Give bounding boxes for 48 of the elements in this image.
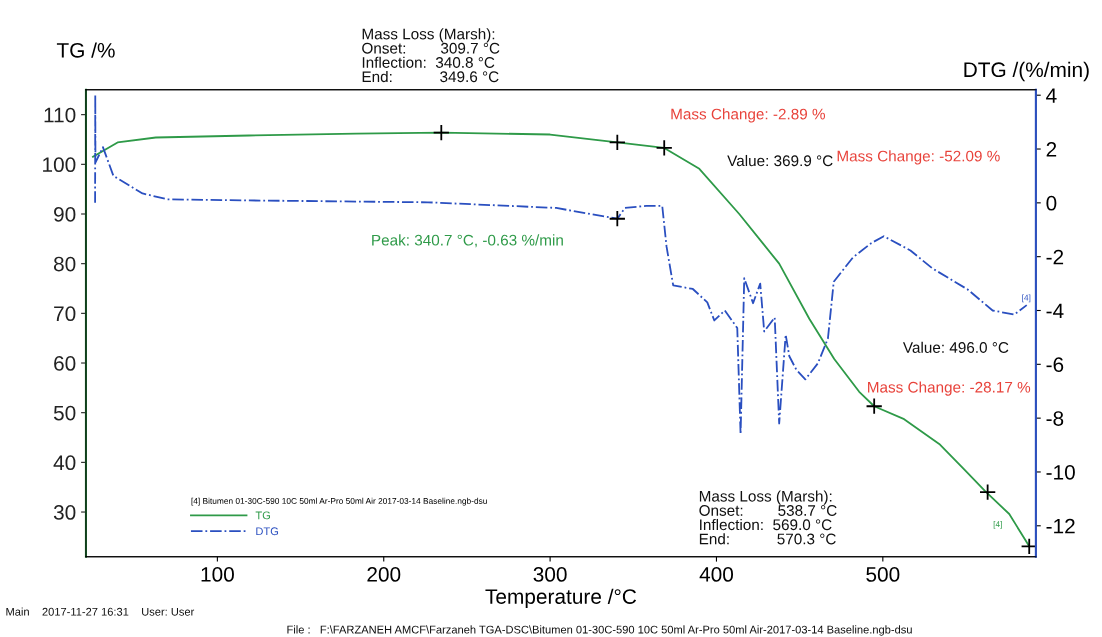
y-tick-label: 80	[53, 256, 76, 272]
y2-tick-label: -8	[1046, 411, 1064, 426]
y-tick-label: 30	[53, 505, 76, 520]
y2-tick-label: -4	[1046, 303, 1064, 319]
y2-tick-label: -10	[1046, 464, 1075, 480]
text: DTG	[256, 527, 279, 536]
text: Main 2017-11-27 16:31 User: User	[6, 607, 195, 616]
text: Mass Loss (Marsh): Onset: 309.7 °C Inflection: 340.8 °C End: 349.6 °C	[362, 28, 500, 83]
y2-tick-label: 0	[1046, 195, 1057, 211]
legend-title: [4] Bitumen 01-30C-590 10C 50ml Ar-Pro 50ml Air 2017-03-14 Baseline.ngb-dsu	[191, 497, 487, 506]
x-tick-label: 400	[699, 567, 734, 582]
y-tick-label: 100	[43, 157, 76, 173]
annotation: Mass Change: -52.09 %	[837, 150, 1000, 165]
x-tick-label: 300	[533, 567, 567, 582]
text: File : F:\FARZANEH AMCF\Farzaneh TGA-DSC\Bitumen 01-30C-590 10C 50ml Ar-Pro 50ml Air-2017-03-14 Baseline.ngb-dsu	[287, 625, 912, 636]
y2-tick-label: -2	[1046, 249, 1064, 265]
annotation: [4]	[1022, 294, 1031, 303]
y-axis-title: TG /%	[56, 42, 115, 58]
annotation: [4]	[993, 520, 1002, 529]
y-tick-label: 50	[53, 405, 76, 421]
y-tick-label: 70	[54, 306, 76, 322]
y-tick-label: 60	[54, 356, 76, 371]
y-tick-label: 90	[54, 207, 76, 222]
y2-axis-title: DTG /(%/min)	[964, 61, 1089, 82]
point	[432, 123, 450, 142]
x-axis-title: Temperature /°C	[485, 588, 637, 609]
y-tick-label: 110	[44, 107, 76, 123]
x-tick-label: 500	[866, 567, 900, 582]
text: TG	[255, 511, 270, 520]
point	[1020, 537, 1036, 555]
x-tick-label: 200	[367, 567, 401, 582]
annotation: Mass Loss (Marsh): Onset: 538.7 °C Inflection: 569.0 °C End: 570.3 °C	[699, 490, 837, 545]
point	[979, 483, 997, 501]
point	[608, 133, 626, 152]
annotation: Mass Change: -28.17 %	[868, 381, 1031, 396]
point	[865, 397, 883, 415]
y2-tick-label: 4	[1046, 88, 1057, 103]
annotation: Peak: 340.7 °C, -0.63 %/min	[372, 234, 563, 248]
annotation: Mass Change: -2.89 %	[671, 108, 826, 123]
y-tick-label: 40	[53, 455, 76, 471]
y2-tick-label: -6	[1046, 357, 1064, 373]
x-tick-label: 100	[201, 567, 234, 582]
annotation: Value: 369.9 °C	[727, 154, 833, 167]
annotation: Value: 496.0 °C	[902, 341, 1009, 353]
point	[655, 139, 673, 157]
y2-tick-label: 2	[1046, 142, 1057, 157]
line-series	[92, 131, 1031, 548]
y2-tick-label: -12	[1046, 518, 1075, 534]
